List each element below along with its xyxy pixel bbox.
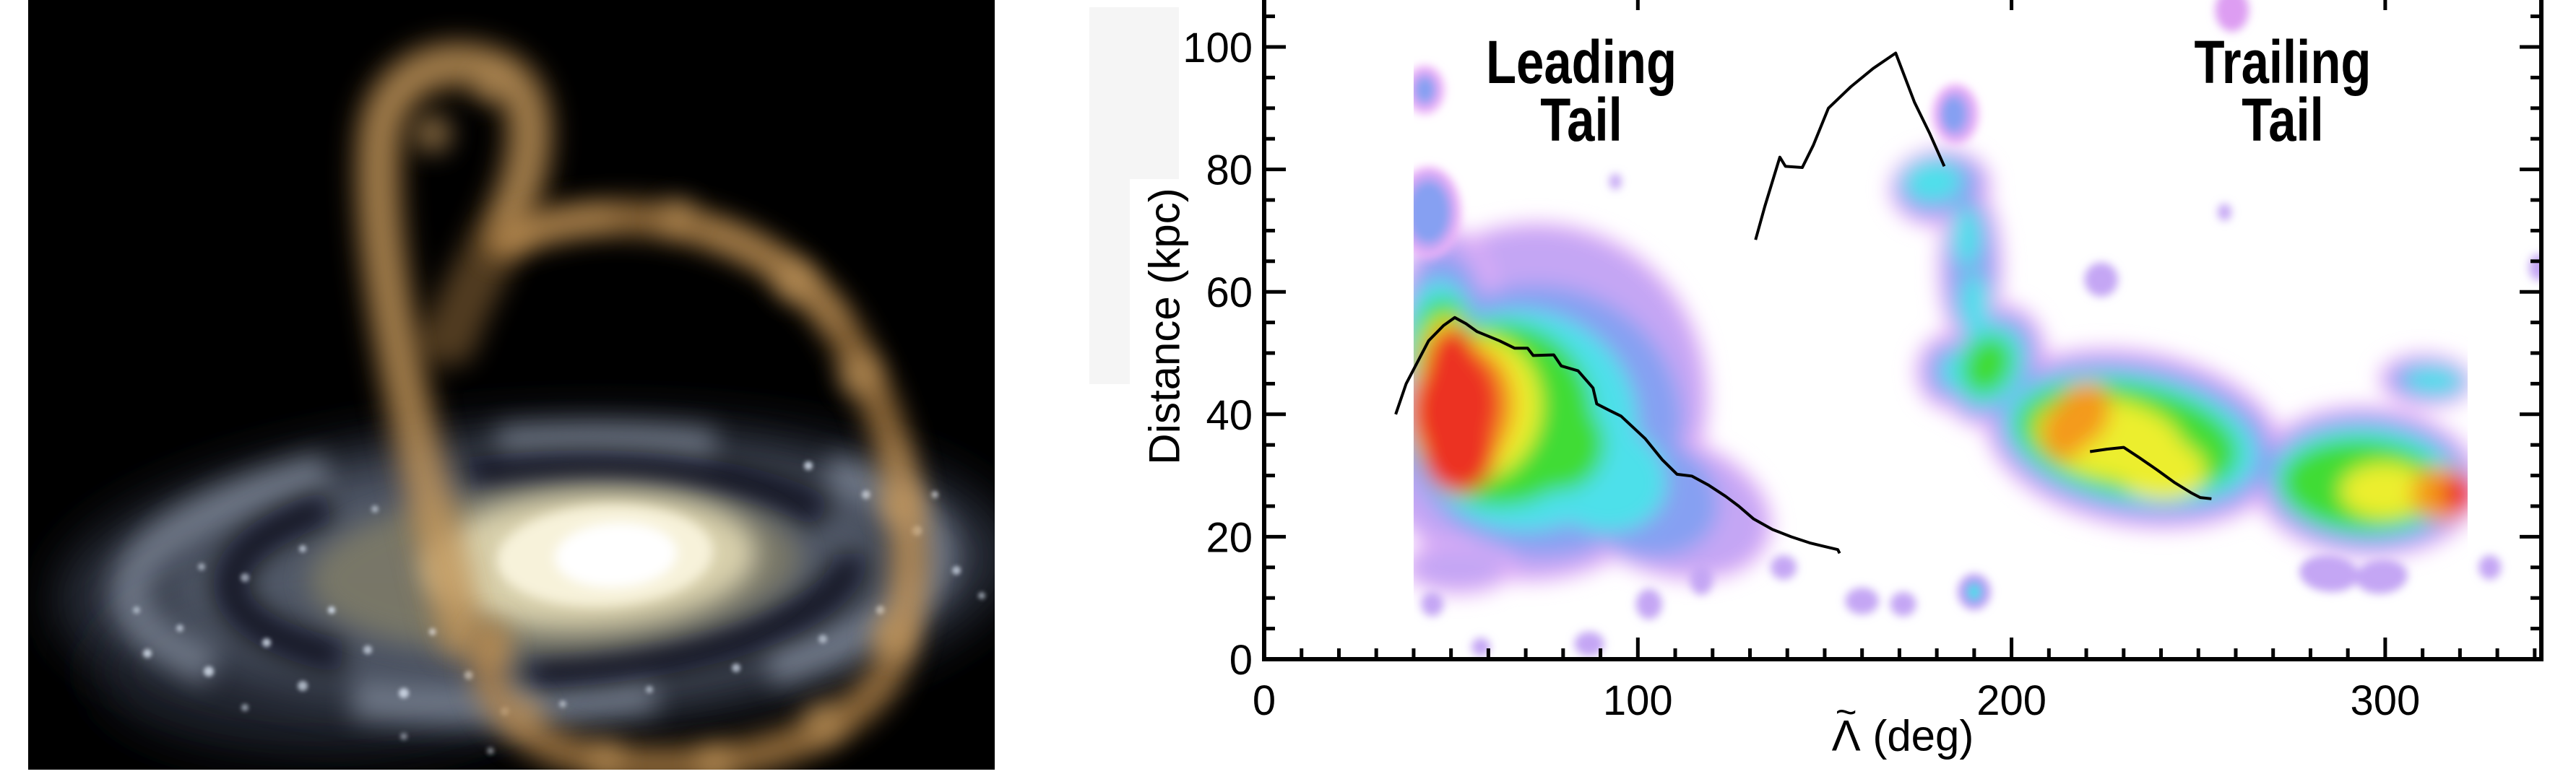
heatmap-blob [1941, 97, 1966, 132]
x-tick-label: 300 [2351, 677, 2421, 724]
trailing-tail-track-line [2089, 445, 2212, 500]
heatmap-blob [1635, 588, 1662, 619]
heatmap-blob [1890, 591, 1916, 617]
x-tick-label: 0 [1253, 677, 1276, 724]
heatmap-blob [1415, 77, 1435, 103]
leading-tail-annotation: Leading Tail [1485, 28, 1677, 154]
galaxy-image-panel [28, 0, 995, 770]
heatmap-blob [2084, 262, 2119, 297]
heatmap-blob [1903, 160, 1963, 204]
y-tick-label: 100 [1183, 25, 1253, 71]
heatmap-blob [1425, 325, 1482, 436]
x-tick-label: 200 [1976, 677, 2046, 724]
x-axis-title: ~ Λ (deg) [1831, 691, 1974, 761]
heatmap-blob [2299, 555, 2359, 592]
heatmap-blob [2215, 0, 2249, 32]
galaxy-disk [57, 422, 995, 755]
heatmap-blob [2340, 463, 2430, 518]
y-tick-label: 60 [1206, 269, 1253, 316]
y-tick-label: 80 [1206, 147, 1253, 194]
galaxy-illustration [28, 0, 995, 770]
heatmap-blob [2478, 555, 2502, 580]
heatmap-blob [1690, 564, 1713, 595]
heatmap-blob [1421, 408, 1496, 495]
heatmap-blob [2355, 559, 2408, 594]
heatmap-blob [1968, 584, 1981, 599]
render-artifact-rect [1089, 7, 1179, 179]
heatmap-blob [2403, 367, 2464, 394]
tidal-stream [351, 38, 928, 770]
x-tick-label: 100 [1603, 677, 1673, 724]
heatmap-blob [2529, 253, 2541, 281]
heatmap-blob [2116, 438, 2206, 500]
heatmap-layer [1394, 0, 2541, 656]
x-axis-unit: (deg) [1872, 711, 1974, 760]
heatmap-blob [1609, 173, 1622, 190]
lambda-symbol: ~ Λ [1831, 691, 1861, 760]
heatmap-blob [1471, 638, 1490, 656]
trailing-tail-annotation: Trailing Tail [2194, 28, 2372, 154]
heatmap-blob [1413, 539, 1514, 595]
heatmap-blob [2041, 405, 2087, 461]
leading-tail-track-line [1394, 316, 1841, 555]
heatmap-blob [1961, 335, 2013, 395]
heatmap-blob [1951, 206, 1982, 268]
y-tick-label: 0 [1229, 637, 1253, 684]
heatmap-blob [1770, 555, 1797, 580]
y-tick-label: 40 [1206, 392, 1253, 439]
render-artifact-rect [1089, 179, 1130, 384]
heatmap-blob [2218, 204, 2231, 221]
heatmap-blob [1413, 181, 1450, 243]
y-tick-label: 20 [1206, 514, 1253, 561]
heatmap-blob [2441, 475, 2468, 513]
model-arc-line [1754, 51, 1946, 240]
heatmap-blob [1845, 587, 1879, 615]
heatmap-blob [1421, 591, 1444, 617]
heatmap-blob [1574, 631, 1604, 656]
heatmap-blob [1959, 273, 1989, 335]
tilde-accent: ~ [1835, 691, 1857, 733]
y-axis-title: Distance (kpc) [1140, 188, 1189, 465]
